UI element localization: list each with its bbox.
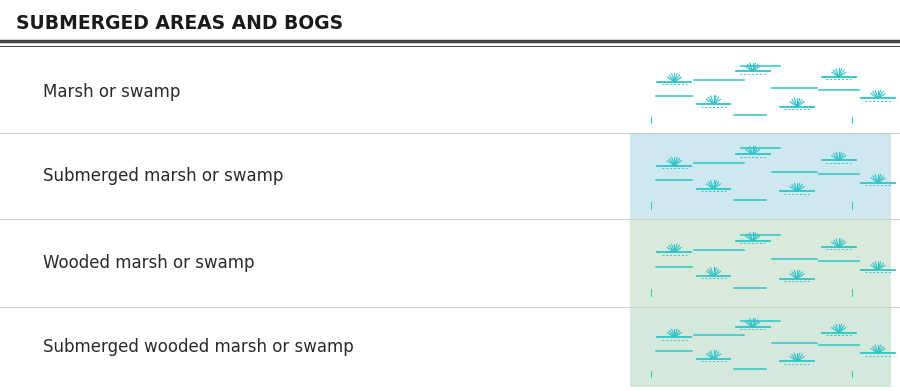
Text: Submerged marsh or swamp: Submerged marsh or swamp	[43, 167, 284, 185]
Text: Wooded marsh or swamp: Wooded marsh or swamp	[43, 254, 255, 272]
Bar	[630, 219, 891, 307]
Bar	[630, 307, 891, 387]
Text: Marsh or swamp: Marsh or swamp	[43, 83, 181, 101]
Text: SUBMERGED AREAS AND BOGS: SUBMERGED AREAS AND BOGS	[16, 14, 343, 33]
Bar	[630, 133, 891, 219]
Text: Submerged wooded marsh or swamp: Submerged wooded marsh or swamp	[43, 338, 354, 356]
